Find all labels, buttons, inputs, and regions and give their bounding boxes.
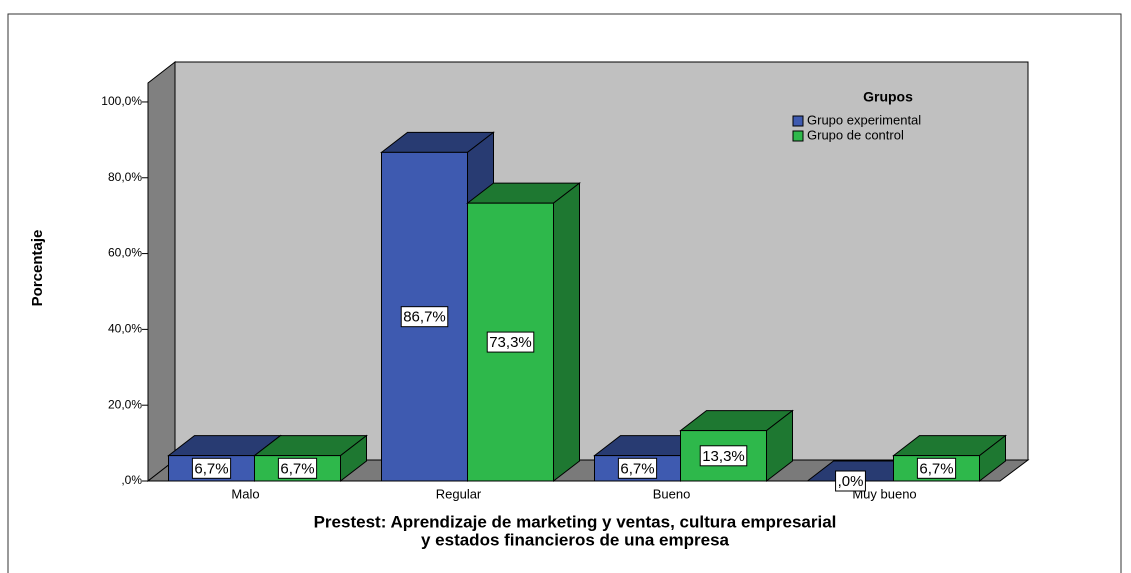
x-axis-label: Prestest: Aprendizaje de marketing y ven… (314, 512, 837, 531)
value-label: 6,7% (620, 460, 654, 477)
value-label-box (835, 470, 866, 492)
bar-side (553, 182, 580, 483)
y-tick-label: 40,0% (108, 322, 142, 336)
legend-title: Grupos (863, 89, 913, 105)
value-label: 13,3% (702, 448, 745, 465)
y-tick-label: ,0% (121, 473, 142, 487)
legend-swatch (792, 130, 804, 142)
value-label: 6,7% (194, 460, 228, 477)
legend-swatch (792, 115, 804, 127)
x-tick-label: Malo (231, 486, 259, 501)
y-tick-label: 80,0% (108, 170, 142, 184)
value-label: 86,7% (403, 309, 446, 326)
value-label-box (617, 457, 658, 479)
x-axis-label: y estados financieros de una empresa (421, 530, 730, 549)
y-tick-label: 20,0% (108, 397, 142, 411)
value-label-box (486, 331, 535, 353)
value-label-box (699, 445, 748, 467)
value-label: 73,3% (489, 334, 532, 351)
left-wall (147, 60, 176, 483)
x-tick-label: Muy bueno (852, 486, 916, 501)
value-label: 6,7% (919, 460, 953, 477)
legend-label: Grupo experimental (807, 112, 921, 127)
frame (7, 13, 1122, 573)
value-label: 6,7% (280, 460, 314, 477)
value-label-box (191, 457, 232, 479)
value-label-box (916, 457, 957, 479)
value-label-box (277, 457, 318, 479)
y-tick-label: 100,0% (101, 94, 142, 108)
legend-label: Grupo de control (807, 127, 904, 142)
value-label-box (400, 306, 449, 328)
x-tick-label: Bueno (653, 486, 691, 501)
x-tick-label: Regular (436, 486, 482, 501)
y-tick-label: 60,0% (108, 246, 142, 260)
value-label: ,0% (838, 473, 864, 490)
y-axis-label: Porcentaje (29, 230, 46, 307)
